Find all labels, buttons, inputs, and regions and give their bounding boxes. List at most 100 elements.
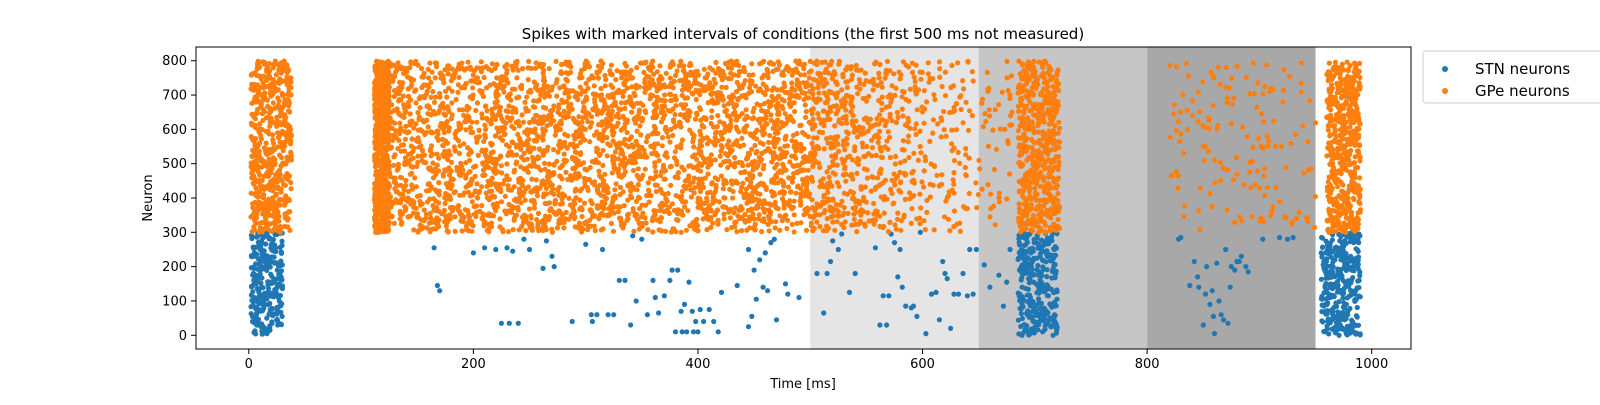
gpe-spike (784, 225, 790, 232)
gpe-spike (858, 184, 864, 190)
gpe-spike (922, 154, 928, 160)
stn-spike (1225, 320, 1231, 326)
gpe-spike (757, 171, 763, 177)
gpe-spike (663, 150, 669, 156)
gpe-spike (848, 188, 854, 195)
gpe-spike (881, 194, 888, 200)
gpe-spike (570, 141, 576, 147)
gpe-spike (604, 153, 610, 159)
stn-spike (1220, 317, 1227, 323)
stn-spike (1318, 276, 1324, 282)
gpe-spike (421, 152, 428, 158)
gpe-spike (1354, 142, 1361, 148)
gpe-spike (277, 152, 283, 158)
stn-spike (1026, 292, 1033, 298)
gpe-spike (724, 227, 730, 233)
gpe-spike (643, 220, 649, 226)
gpe-spike (993, 146, 1000, 152)
gpe-spike (1354, 215, 1360, 221)
stn-spike (1319, 318, 1325, 324)
gpe-spike (848, 171, 855, 177)
gpe-spike (718, 142, 724, 149)
stn-spike (250, 270, 256, 277)
stn-spike (1015, 290, 1021, 296)
gpe-spike (931, 227, 937, 233)
gpe-spike (431, 196, 437, 202)
gpe-spike (1332, 123, 1338, 129)
gpe-spike (924, 209, 930, 215)
gpe-spike (488, 140, 494, 146)
stn-spike (880, 293, 886, 299)
gpe-spike (270, 137, 276, 143)
stn-spike (257, 271, 263, 277)
gpe-spike (1357, 207, 1363, 213)
gpe-spike (411, 227, 417, 233)
gpe-spike (635, 166, 641, 172)
gpe-spike (752, 158, 758, 164)
stn-spike (252, 328, 258, 334)
gpe-spike (842, 147, 848, 153)
gpe-spike (900, 138, 907, 144)
gpe-spike (712, 135, 718, 141)
gpe-spike (417, 198, 423, 204)
gpe-spike (766, 207, 772, 213)
gpe-spike (939, 181, 945, 187)
gpe-spike (275, 102, 281, 108)
gpe-spike (548, 206, 554, 212)
gpe-spike (543, 191, 550, 197)
gpe-spike (610, 138, 616, 144)
gpe-spike (511, 184, 517, 190)
gpe-spike (798, 220, 804, 226)
gpe-spike (1345, 73, 1351, 79)
gpe-spike (421, 207, 427, 213)
stn-spike (540, 265, 546, 271)
gpe-spike (1044, 207, 1050, 213)
gpe-spike (513, 212, 520, 218)
gpe-spike (766, 228, 772, 234)
gpe-spike (887, 154, 894, 161)
stn-spike (622, 277, 628, 283)
gpe-spike (821, 146, 827, 152)
gpe-spike (614, 204, 621, 210)
stn-spike (521, 236, 527, 242)
stn-spike (1207, 301, 1213, 307)
gpe-spike (951, 170, 957, 176)
gpe-spike (262, 90, 268, 96)
gpe-spike (905, 133, 912, 139)
gpe-spike (1017, 188, 1023, 194)
gpe-spike (633, 138, 639, 144)
gpe-spike (947, 228, 953, 234)
stn-spike (265, 279, 271, 285)
gpe-spike (474, 181, 480, 187)
stn-spike (771, 236, 777, 242)
gpe-spike (756, 212, 762, 218)
gpe-spike (594, 145, 600, 151)
gpe-spike (744, 176, 750, 182)
stn-spike (1318, 250, 1324, 256)
gpe-spike (871, 200, 877, 207)
stn-spike (268, 271, 274, 277)
gpe-spike (409, 182, 415, 188)
gpe-spike (747, 225, 753, 231)
gpe-spike (635, 182, 641, 188)
gpe-spike (452, 214, 458, 220)
gpe-spike (665, 190, 671, 197)
gpe-spike (436, 180, 442, 186)
gpe-spike (670, 132, 676, 139)
gpe-spike (1326, 206, 1332, 212)
gpe-spike (1019, 114, 1025, 120)
gpe-spike (834, 162, 840, 168)
gpe-spike (508, 149, 514, 155)
gpe-spike (852, 144, 858, 150)
gpe-spike (467, 169, 473, 175)
stn-spike (970, 291, 976, 297)
stn-spike (1028, 263, 1034, 269)
stn-spike (543, 238, 550, 244)
gpe-spike (850, 195, 856, 201)
gpe-spike (504, 161, 510, 167)
gpe-spike (1030, 212, 1036, 219)
gpe-spike (444, 228, 450, 234)
gpe-spike (901, 170, 907, 176)
stn-spike (923, 331, 929, 337)
gpe-spike (943, 133, 949, 139)
